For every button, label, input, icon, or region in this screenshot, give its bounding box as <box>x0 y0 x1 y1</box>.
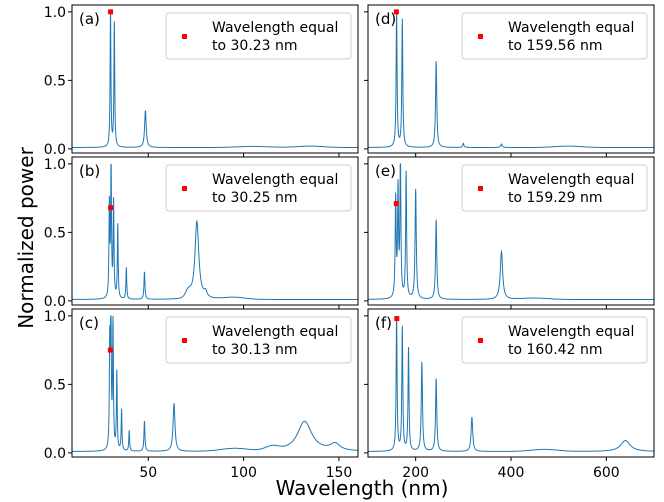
legend-text-line1: Wavelength equal <box>212 324 338 340</box>
legend-text-line2: to 159.56 nm <box>508 38 602 54</box>
y-tick-label: 0.0 <box>44 142 66 158</box>
legend-box <box>165 164 352 212</box>
legend-text-line1: Wavelength equal <box>508 324 634 340</box>
panel-label: (f) <box>375 314 392 332</box>
x-tick-label: 100 <box>230 465 257 481</box>
panel-2: 0.0 0.5 1.0 (b) Wavelength equal to 30.25 nm <box>44 156 359 310</box>
spectrum-line <box>72 11 358 149</box>
axes-frame <box>71 308 359 458</box>
legend-text-line2: to 30.23 nm <box>212 38 298 54</box>
legend-box <box>461 316 648 364</box>
marker-point <box>394 316 400 322</box>
panels-group: 0.0 0.5 1.0 (a) Wavelength equal to 30.23 nm (… <box>44 4 655 481</box>
y-tick-label: 1.0 <box>44 309 66 325</box>
legend-text-line1: Wavelength equal <box>508 20 634 36</box>
legend-text-line2: to 30.13 nm <box>212 342 298 358</box>
y-tick-label: 0.5 <box>44 73 66 89</box>
x-tick-label: 50 <box>139 465 157 481</box>
x-tick-label: 150 <box>326 465 353 481</box>
axes-frame <box>71 156 359 306</box>
legend-marker <box>182 186 187 191</box>
spectrum-line <box>368 11 654 149</box>
panel-label: (e) <box>375 162 396 180</box>
y-tick-label: 0.5 <box>44 377 66 393</box>
legend-text-line1: Wavelength equal <box>212 172 338 188</box>
panel-label: (c) <box>79 314 99 332</box>
panel-label: (a) <box>79 10 100 28</box>
legend-marker <box>182 34 187 39</box>
y-tick-label: 1.0 <box>44 5 66 21</box>
legend-text-line2: to 30.25 nm <box>212 190 298 206</box>
x-tick-label: 600 <box>593 465 620 481</box>
y-tick-label: 1.0 <box>44 157 66 173</box>
panel-1: (d) Wavelength equal to 159.56 nm <box>364 4 655 157</box>
y-tick-label: 0.0 <box>44 446 66 462</box>
legend-box <box>461 12 648 60</box>
spectrum-line <box>368 163 654 301</box>
panel-3: (e) Wavelength equal to 159.29 nm <box>364 156 655 309</box>
panel-label: (d) <box>375 10 396 28</box>
legend-box <box>165 316 352 364</box>
y-tick-label: 0.0 <box>44 294 66 310</box>
axes-frame <box>71 4 359 154</box>
legend-box <box>461 164 648 212</box>
y-tick-label: 0.5 <box>44 225 66 241</box>
marker-point <box>108 9 114 15</box>
legend-text-line2: to 160.42 nm <box>508 342 602 358</box>
marker-point <box>108 205 114 211</box>
legend-box <box>165 12 352 60</box>
spectrum-line <box>72 315 358 452</box>
legend-marker <box>478 338 483 343</box>
legend-text-line1: Wavelength equal <box>212 20 338 36</box>
marker-point <box>107 347 113 353</box>
legend-text-line1: Wavelength equal <box>508 172 634 188</box>
legend-text-line2: to 159.29 nm <box>508 190 602 206</box>
x-tick-label: 400 <box>498 465 525 481</box>
panel-label: (b) <box>79 162 100 180</box>
panel-5: 200 400 600 (f) Wavelength equal to 160.42 nm <box>364 308 655 481</box>
legend-marker <box>478 34 483 39</box>
marker-point <box>393 201 399 207</box>
x-axis-label: Wavelength (nm) <box>276 476 449 500</box>
legend-marker <box>478 186 483 191</box>
y-axis-label: Normalized power <box>14 146 38 328</box>
spectrum-line <box>72 163 358 300</box>
x-tick-label: 200 <box>402 465 429 481</box>
panel-0: 0.0 0.5 1.0 (a) Wavelength equal to 30.23 nm <box>44 4 359 158</box>
legend-marker <box>182 338 187 343</box>
panel-4: 0.0 0.5 1.0 50 100 150 (c) Wavelength equal to 3… <box>44 308 359 481</box>
spectrum-line <box>368 315 654 452</box>
marker-point <box>393 9 399 15</box>
